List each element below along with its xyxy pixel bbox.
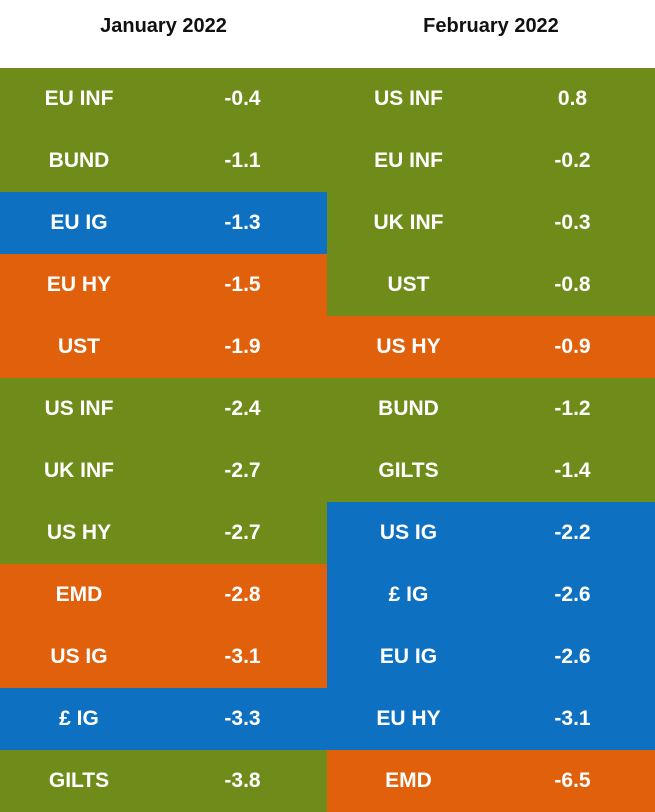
return-value: 0.8 (490, 87, 655, 111)
table-row: EU HY -1.5 (0, 254, 327, 316)
return-value: -2.2 (490, 521, 655, 545)
return-value: -2.6 (490, 645, 655, 669)
return-value: -1.4 (490, 459, 655, 483)
asset-name: £ IG (0, 707, 158, 731)
asset-name: BUND (327, 397, 490, 421)
asset-name: US HY (327, 335, 490, 359)
table-row: US INF 0.8 (327, 68, 655, 130)
table-row: EU HY -3.1 (327, 688, 655, 750)
table-row: US HY -0.9 (327, 316, 655, 378)
return-value: -2.8 (158, 583, 327, 607)
table-row: BUND -1.2 (327, 378, 655, 440)
return-value: -3.1 (158, 645, 327, 669)
table-row: £ IG -3.3 (0, 688, 327, 750)
table-row: UK INF -2.7 (0, 440, 327, 502)
asset-name: EU INF (327, 149, 490, 173)
table-row: EU INF -0.2 (327, 130, 655, 192)
table-row: US INF -2.4 (0, 378, 327, 440)
header-february: February 2022 (327, 0, 655, 68)
table-row: UK INF -0.3 (327, 192, 655, 254)
asset-name: BUND (0, 149, 158, 173)
return-value: -2.7 (158, 459, 327, 483)
asset-name: GILTS (327, 459, 490, 483)
return-value: -3.1 (490, 707, 655, 731)
asset-name: US INF (327, 87, 490, 111)
table-row: BUND -1.1 (0, 130, 327, 192)
return-value: -1.9 (158, 335, 327, 359)
return-value: -2.6 (490, 583, 655, 607)
table-row: US IG -2.2 (327, 502, 655, 564)
table-row: EU INF -0.4 (0, 68, 327, 130)
return-value: -3.3 (158, 707, 327, 731)
table-row: US HY -2.7 (0, 502, 327, 564)
table-header: January 2022 February 2022 (0, 0, 655, 68)
return-value: -0.9 (490, 335, 655, 359)
returns-table: EU INF -0.4 BUND -1.1 EU IG -1.3 EU HY -1.5 UST -… (0, 68, 655, 812)
return-value: -0.3 (490, 211, 655, 235)
return-value: -2.4 (158, 397, 327, 421)
asset-name: UST (327, 273, 490, 297)
table-row: EMD -2.8 (0, 564, 327, 626)
table-row: US IG -3.1 (0, 626, 327, 688)
return-value: -1.2 (490, 397, 655, 421)
table-row: UST -0.8 (327, 254, 655, 316)
return-value: -0.8 (490, 273, 655, 297)
asset-name: US INF (0, 397, 158, 421)
return-value: -6.5 (490, 769, 655, 793)
return-value: -1.1 (158, 149, 327, 173)
asset-name: EU IG (0, 211, 158, 235)
asset-name: £ IG (327, 583, 490, 607)
table-row: EU IG -2.6 (327, 626, 655, 688)
table-row: UST -1.9 (0, 316, 327, 378)
return-value: -1.5 (158, 273, 327, 297)
asset-name: UST (0, 335, 158, 359)
asset-name: EU IG (327, 645, 490, 669)
column-january: EU INF -0.4 BUND -1.1 EU IG -1.3 EU HY -1.5 UST -… (0, 68, 327, 812)
asset-name: EMD (0, 583, 158, 607)
asset-name: EMD (327, 769, 490, 793)
return-value: -2.7 (158, 521, 327, 545)
asset-name: US HY (0, 521, 158, 545)
asset-name: US IG (327, 521, 490, 545)
return-value: -3.8 (158, 769, 327, 793)
column-february: US INF 0.8 EU INF -0.2 UK INF -0.3 UST -0.8 US H… (327, 68, 655, 812)
table-row: EMD -6.5 (327, 750, 655, 812)
asset-name: UK INF (0, 459, 158, 483)
table-row: GILTS -3.8 (0, 750, 327, 812)
return-value: -0.2 (490, 149, 655, 173)
asset-name: UK INF (327, 211, 490, 235)
asset-name: EU HY (327, 707, 490, 731)
table-row: GILTS -1.4 (327, 440, 655, 502)
header-january: January 2022 (0, 0, 327, 68)
table-row: EU IG -1.3 (0, 192, 327, 254)
return-value: -1.3 (158, 211, 327, 235)
table-row: £ IG -2.6 (327, 564, 655, 626)
return-value: -0.4 (158, 87, 327, 111)
asset-name: GILTS (0, 769, 158, 793)
asset-name: EU INF (0, 87, 158, 111)
asset-name: EU HY (0, 273, 158, 297)
asset-name: US IG (0, 645, 158, 669)
